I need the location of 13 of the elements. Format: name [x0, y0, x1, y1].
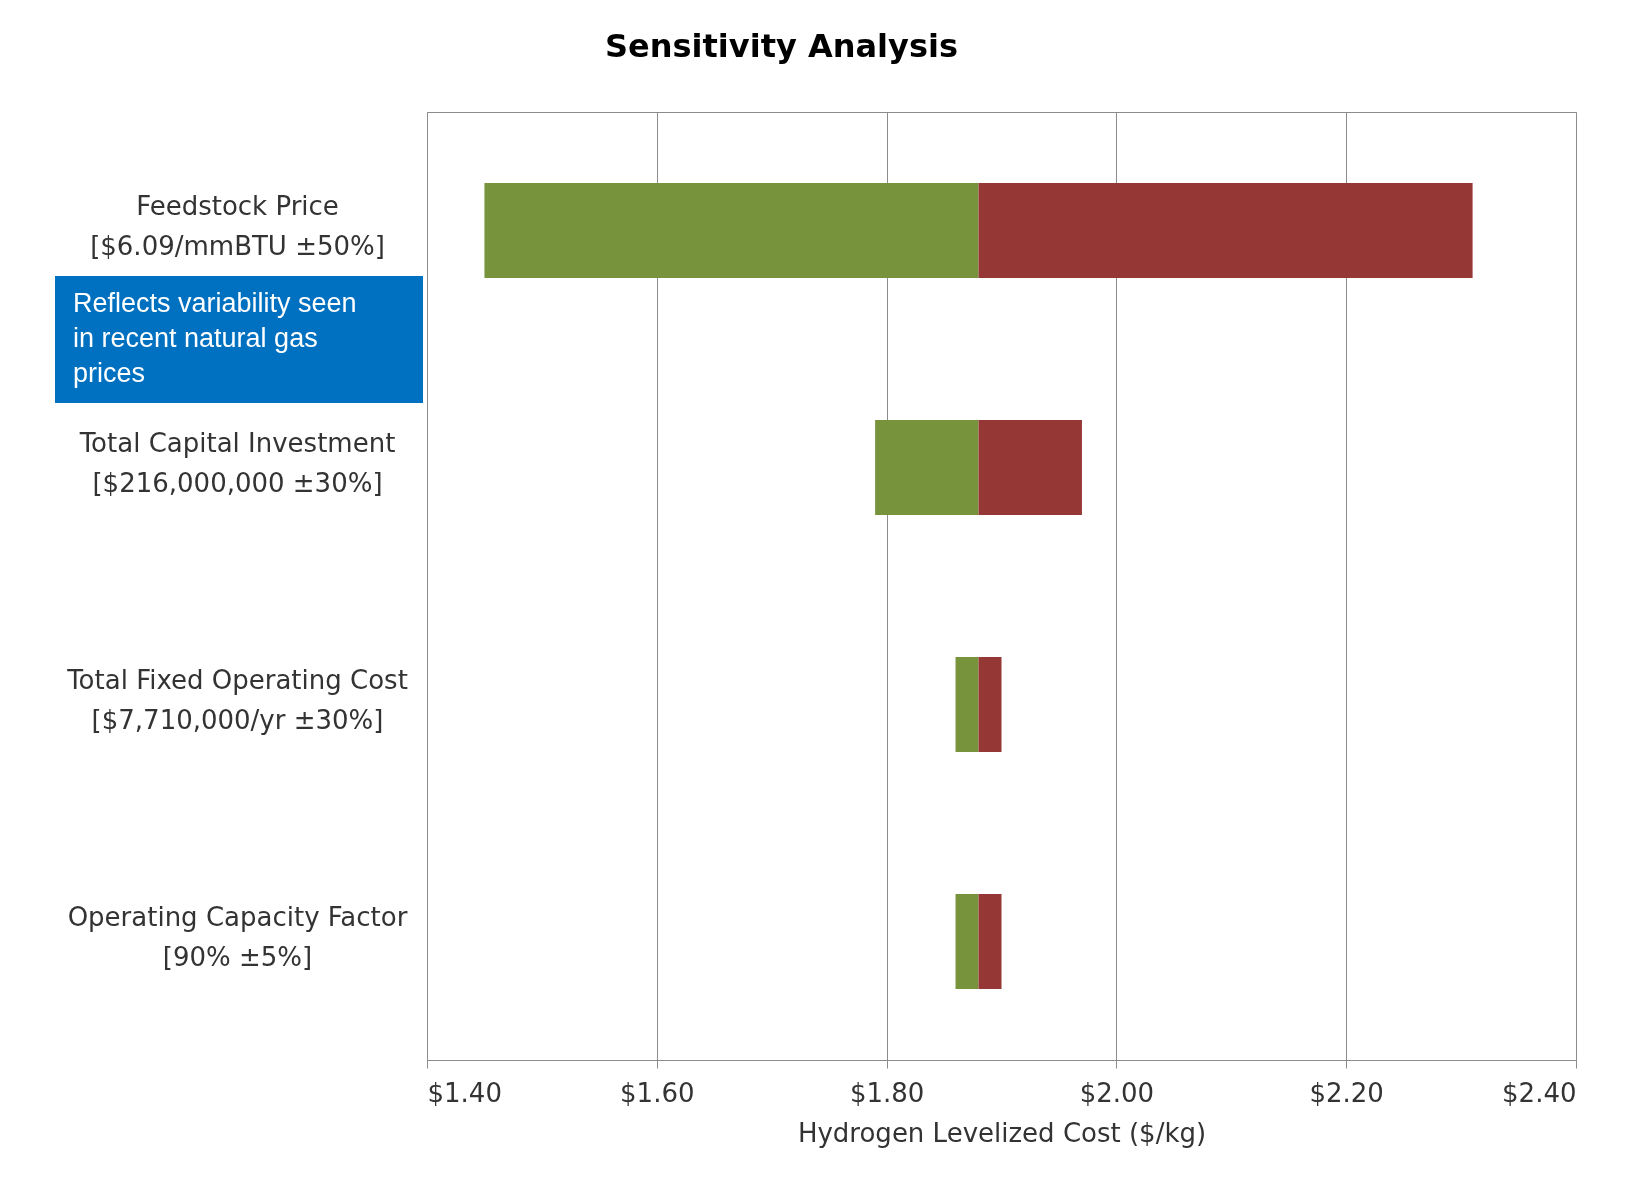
x-tick-label: $1.40 [427, 1077, 502, 1108]
x-tick-label: $2.20 [1309, 1077, 1384, 1108]
text: Reflects variability seen in recent natural gas prices [55, 276, 423, 403]
x-tick-label: $1.60 [620, 1077, 695, 1108]
y-tick-label: Feedstock Price [$6.09/mmBTU ±50%] [90, 190, 385, 261]
x-tick-label: $1.80 [849, 1077, 925, 1108]
y-tick-label: Operating Capacity Factor [90% ±5%] [67, 901, 408, 972]
y-tick-label: Total Capital Investment [$216,000,000 ±30%] [78, 427, 396, 498]
x-tick-label: $2.00 [1079, 1077, 1155, 1108]
x-tick-label: $2.40 [1502, 1077, 1577, 1108]
chart-title: Sensitivity Analysis [605, 27, 958, 65]
y-tick-label: Total Fixed Operating Cost [$7,710,000/yr ±30%] [66, 664, 408, 735]
x-axis-title: Hydrogen Levelized Cost ($/kg) [797, 1117, 1207, 1148]
